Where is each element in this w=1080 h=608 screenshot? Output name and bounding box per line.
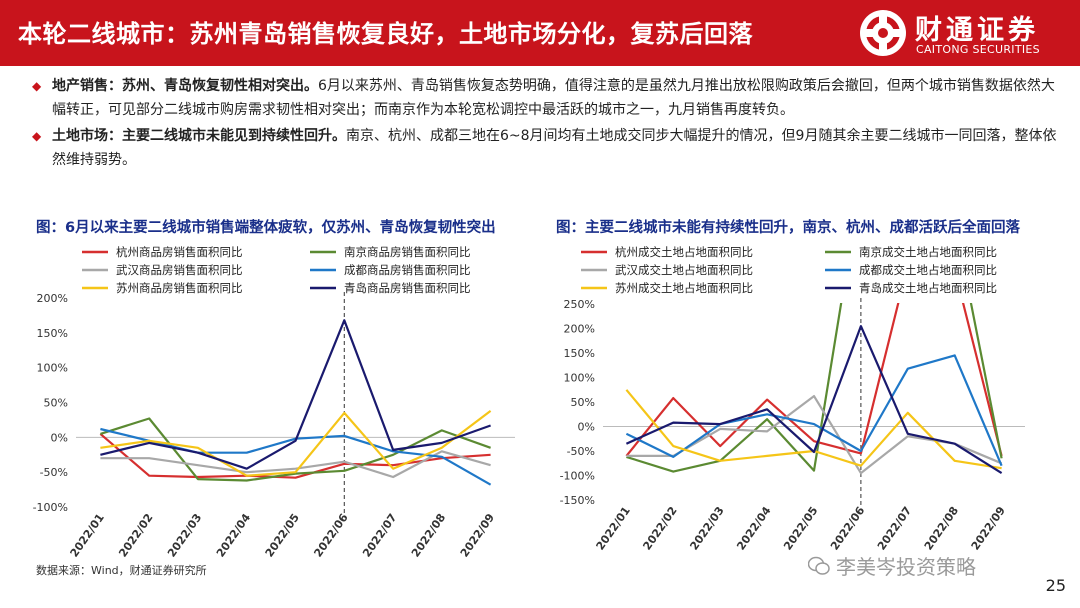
diamond-bullet-icon: ◆ — [32, 79, 42, 93]
page-title: 本轮二线城市：苏州青岛销售恢复良好，土地市场分化，复苏后回落 — [18, 20, 753, 48]
series-line — [625, 324, 1003, 475]
x-tick-label: 2022/03 — [687, 504, 726, 552]
bullet-list: ◆ 地产销售：苏州、青岛恢复韧性相对突出。6月以来苏州、青岛销售恢复态势明确，值… — [32, 74, 1062, 174]
land-chart: -150% -100% -50% 0% 50% 100% 150% 200% 250% 2022/… — [560, 245, 1025, 553]
y-tick-label: -100% — [33, 501, 68, 514]
x-tick-label: 2022/01 — [594, 504, 633, 552]
bullet-heading: 地产销售：苏州、青岛恢复韧性相对突出。 — [52, 78, 318, 94]
x-tick-label: 2022/01 — [68, 511, 107, 559]
series-line — [625, 354, 1003, 467]
bullet-item: ◆ 土地市场：主要二线城市未能见到持续性回升。南京、杭州、成都三地在6~8月间均… — [32, 124, 1062, 172]
wechat-icon — [808, 556, 830, 575]
x-tick-label: 2022/08 — [922, 504, 961, 552]
legend-label: 南京商品房销售面积同比 — [344, 245, 471, 259]
legend-label: 武汉商品房销售面积同比 — [116, 263, 243, 277]
series-line — [100, 417, 491, 482]
x-tick-label: 2022/06 — [311, 511, 350, 560]
x-tick-label: 2022/04 — [734, 504, 773, 553]
y-tick-label: -50% — [40, 466, 68, 479]
logo-text-en: CAITONG SECURITIES — [916, 43, 1040, 56]
x-tick-label: 2022/02 — [116, 511, 155, 559]
legend-label: 南京成交土地占地面积同比 — [859, 245, 997, 259]
y-tick-label: 50% — [44, 397, 68, 410]
y-tick-label: -50% — [567, 445, 595, 458]
bullet-text: 6月以来苏州、青岛销售恢复态势明确，值得注意的是虽然九月推出放松限购政策后会撤回… — [52, 78, 1055, 118]
x-tick-label: 2022/06 — [828, 504, 867, 553]
y-tick-label: -100% — [560, 470, 595, 483]
series-line — [100, 319, 491, 470]
y-tick-label: 150% — [37, 327, 68, 340]
x-tick-label: 2022/02 — [640, 504, 679, 552]
y-tick-label: 200% — [37, 292, 68, 305]
data-source: 数据来源：Wind，财通证券研究所 — [36, 564, 207, 577]
y-tick-label: -150% — [560, 494, 595, 507]
legend-label: 苏州商品房销售面积同比 — [116, 281, 243, 295]
legend-label: 成都商品房销售面积同比 — [344, 263, 471, 277]
x-tick-label: 2022/07 — [875, 504, 914, 552]
x-tick-label: 2022/04 — [214, 511, 253, 560]
series-line — [625, 303, 1003, 457]
x-tick-label: 2022/09 — [458, 511, 497, 559]
x-tick-label: 2022/05 — [781, 504, 820, 552]
legend-label: 杭州成交土地占地面积同比 — [615, 245, 753, 259]
x-tick-label: 2022/05 — [263, 511, 302, 559]
bullet-heading: 土地市场：主要二线城市未能见到持续性回升。 — [52, 128, 346, 144]
diamond-bullet-icon: ◆ — [32, 129, 42, 143]
header-bar: 本轮二线城市：苏州青岛销售恢复良好，土地市场分化，复苏后回落 财通证券 CAIT… — [0, 0, 1080, 66]
watermark-text: 李美岑投资策略 — [836, 555, 976, 579]
watermark: 李美岑投资策略 — [808, 551, 976, 580]
legend-label: 青岛成交土地占地面积同比 — [859, 281, 997, 295]
y-tick-label: 50% — [571, 396, 595, 409]
legend-label: 青岛商品房销售面积同比 — [344, 281, 471, 295]
chart-title-right: 图：主要二线城市未能有持续性回升，南京、杭州、成都活跃后全面回落 — [556, 220, 1020, 236]
legend-label: 苏州成交土地占地面积同比 — [615, 281, 753, 295]
page-number: 25 — [1045, 576, 1066, 595]
y-tick-label: 100% — [564, 372, 595, 385]
series-line — [100, 410, 492, 477]
series-line — [625, 389, 1002, 470]
legend-label: 杭州商品房销售面积同比 — [116, 245, 243, 259]
chart-title-left: 图：6月以来主要二线城市销售端整体疲软，仅苏州、青岛恢复韧性突出 — [36, 220, 496, 236]
x-tick-label: 2022/08 — [409, 511, 448, 559]
logo-text-cn: 财通证券 — [915, 15, 1039, 46]
x-tick-label: 2022/09 — [969, 504, 1008, 552]
y-tick-label: 150% — [564, 347, 595, 360]
x-tick-label: 2022/03 — [165, 511, 204, 559]
y-tick-label: 0% — [51, 431, 68, 444]
legend-label: 成都成交土地占地面积同比 — [859, 263, 997, 277]
series-line — [100, 450, 491, 479]
y-tick-label: 100% — [37, 362, 68, 375]
y-tick-label: 0% — [578, 421, 595, 434]
sales-chart: -100% -50% 0% 50% 100% 150% 200% 2022/01 2022/02… — [33, 245, 515, 560]
y-tick-label: 250% — [564, 298, 595, 311]
bullet-text: 南京、杭州、成都三地在6~8月间均有土地成交同步大幅提升的情况，但9月随其余主要… — [52, 128, 1057, 168]
bullet-item: ◆ 地产销售：苏州、青岛恢复韧性相对突出。6月以来苏州、青岛销售恢复态势明确，值… — [32, 74, 1062, 122]
caitong-logo-icon — [860, 10, 906, 56]
x-tick-label: 2022/07 — [360, 511, 399, 559]
series-line — [626, 303, 1003, 473]
y-tick-label: 200% — [564, 323, 595, 336]
legend-label: 武汉成交土地占地面积同比 — [615, 263, 753, 277]
